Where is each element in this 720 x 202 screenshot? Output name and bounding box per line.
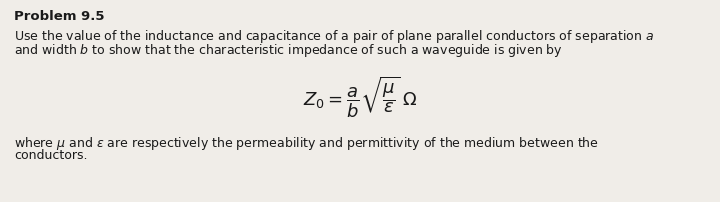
Text: Problem 9.5: Problem 9.5 — [14, 10, 104, 23]
Text: and width $b$ to show that the characteristic impedance of such a waveguide is g: and width $b$ to show that the character… — [14, 42, 563, 59]
Text: conductors.: conductors. — [14, 149, 88, 162]
Text: where $\mu$ and $\varepsilon$ are respectively the permeability and permittivity: where $\mu$ and $\varepsilon$ are respec… — [14, 135, 599, 152]
Text: $Z_0 = \dfrac{a}{b}\sqrt{\dfrac{\mu}{\varepsilon}}\;\Omega$: $Z_0 = \dfrac{a}{b}\sqrt{\dfrac{\mu}{\va… — [302, 75, 418, 120]
Text: Use the value of the inductance and capacitance of a pair of plane parallel cond: Use the value of the inductance and capa… — [14, 28, 654, 45]
